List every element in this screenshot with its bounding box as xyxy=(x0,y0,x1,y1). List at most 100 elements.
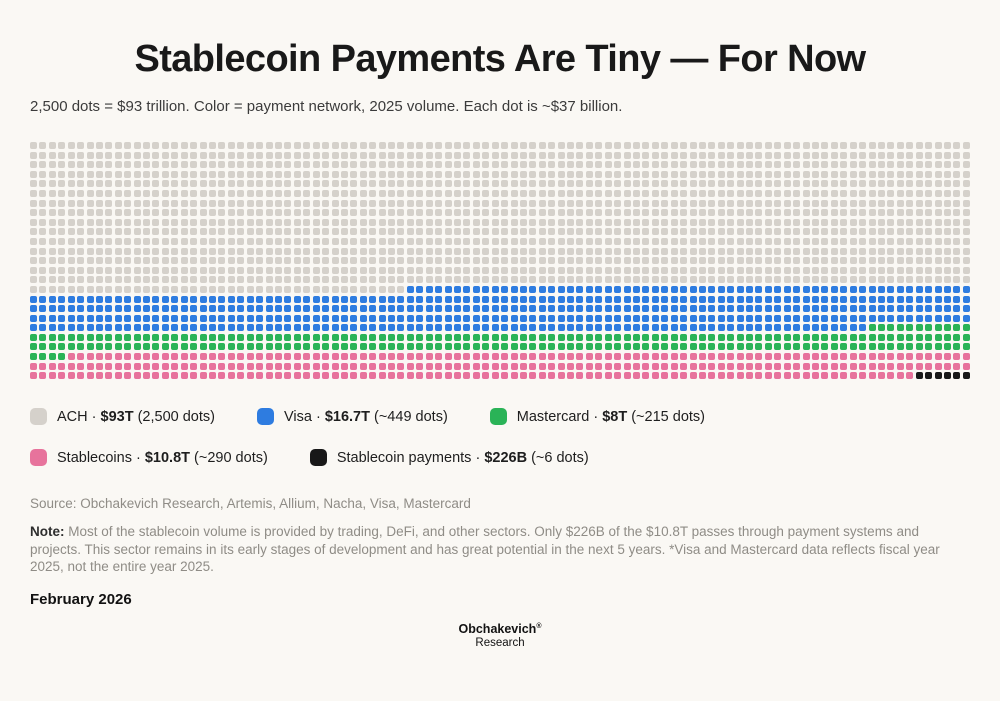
dot xyxy=(143,209,151,217)
dot xyxy=(180,237,188,245)
dot xyxy=(849,333,857,341)
dot xyxy=(661,276,669,284)
dot xyxy=(604,151,612,159)
dot xyxy=(180,170,188,178)
dot xyxy=(812,266,820,274)
dot xyxy=(604,170,612,178)
dot xyxy=(190,170,198,178)
dot xyxy=(482,170,490,178)
dot xyxy=(312,180,320,188)
dot xyxy=(708,362,716,370)
dot xyxy=(453,362,461,370)
dot xyxy=(623,247,631,255)
dot xyxy=(736,276,744,284)
dot xyxy=(397,333,405,341)
dot xyxy=(435,161,443,169)
dot xyxy=(557,199,565,207)
dot xyxy=(388,305,396,313)
dot xyxy=(161,257,169,265)
dot xyxy=(821,161,829,169)
dot xyxy=(585,276,593,284)
dot xyxy=(180,333,188,341)
dot xyxy=(303,266,311,274)
dot xyxy=(614,276,622,284)
dot xyxy=(143,295,151,303)
dot xyxy=(680,333,688,341)
dot xyxy=(642,151,650,159)
dot xyxy=(161,247,169,255)
dot xyxy=(58,372,66,380)
dot xyxy=(661,142,669,149)
dot xyxy=(48,362,56,370)
dot xyxy=(39,333,47,341)
dot xyxy=(58,189,66,197)
dot xyxy=(859,333,867,341)
dot xyxy=(482,266,490,274)
dot xyxy=(359,362,367,370)
dot xyxy=(114,333,122,341)
dot xyxy=(274,209,282,217)
dot xyxy=(651,362,659,370)
dot xyxy=(30,189,37,197)
dot xyxy=(793,218,801,226)
dot xyxy=(774,237,782,245)
dot xyxy=(538,161,546,169)
dot xyxy=(331,228,339,236)
dot xyxy=(199,362,207,370)
dot xyxy=(388,257,396,265)
dot xyxy=(633,295,640,303)
dot xyxy=(30,266,37,274)
dot xyxy=(77,314,85,322)
dot xyxy=(322,257,330,265)
dot xyxy=(915,151,923,159)
dot xyxy=(95,237,103,245)
dot xyxy=(39,257,47,265)
dot xyxy=(359,170,367,178)
dot xyxy=(670,247,678,255)
dot xyxy=(576,266,584,274)
dot xyxy=(774,257,782,265)
dot xyxy=(105,324,113,332)
dot xyxy=(717,276,725,284)
dot xyxy=(58,257,66,265)
dot xyxy=(340,353,348,361)
dot xyxy=(124,285,132,293)
dot xyxy=(717,228,725,236)
dot xyxy=(77,285,85,293)
dot xyxy=(161,189,169,197)
dot xyxy=(463,209,471,217)
dot xyxy=(209,362,217,370)
dot xyxy=(265,151,273,159)
dot xyxy=(322,372,330,380)
dot xyxy=(416,276,424,284)
dot xyxy=(378,199,386,207)
dot xyxy=(463,333,471,341)
dot xyxy=(633,161,640,169)
dot xyxy=(501,237,509,245)
dot xyxy=(256,343,264,351)
dot xyxy=(284,362,292,370)
dot xyxy=(849,199,857,207)
dot xyxy=(849,142,857,149)
dot xyxy=(274,218,282,226)
dot xyxy=(698,237,706,245)
dot xyxy=(453,372,461,380)
dot xyxy=(133,189,141,197)
dot xyxy=(764,161,772,169)
dot xyxy=(406,237,414,245)
dot xyxy=(698,314,706,322)
dot xyxy=(840,333,848,341)
dot xyxy=(312,209,320,217)
dot xyxy=(567,372,575,380)
dot xyxy=(849,170,857,178)
dot xyxy=(359,247,367,255)
dot xyxy=(943,180,951,188)
dot xyxy=(416,362,424,370)
dot xyxy=(708,218,716,226)
dot xyxy=(830,151,838,159)
dot xyxy=(557,142,565,149)
dot xyxy=(256,209,264,217)
dot xyxy=(925,324,933,332)
dot xyxy=(209,305,217,313)
dot xyxy=(623,228,631,236)
